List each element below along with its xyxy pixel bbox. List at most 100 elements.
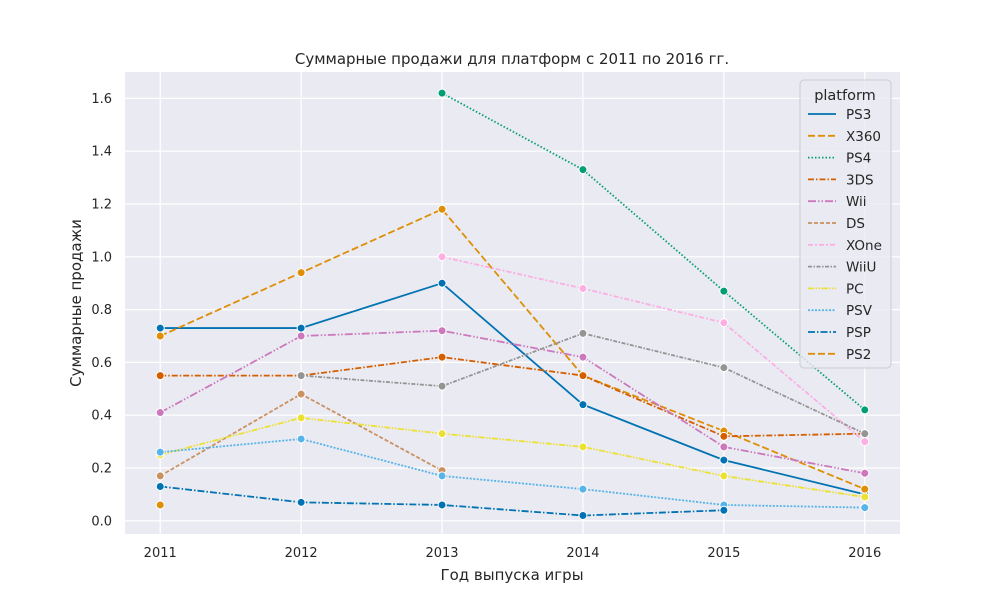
data-point-wii [155,408,165,418]
data-point-3ds [719,431,729,441]
legend-label-ds: DS [846,216,865,232]
data-point-psp [578,511,588,521]
series-ps3 [155,278,870,499]
data-point-psv [437,471,447,481]
data-point-x360 [437,204,447,214]
legend-label-3ds: 3DS [846,172,874,188]
data-point-psp [437,500,447,510]
data-point-psp [719,505,729,515]
series-line-xone [441,255,866,443]
data-point-xone [437,252,447,262]
data-point-ps3 [437,278,447,288]
y-tick-label: 0.2 [91,462,112,477]
data-point-pc [578,442,588,452]
x-tick-label: 2012 [285,546,318,561]
data-point-wii [437,326,447,336]
legend-label-ps4: PS4 [846,151,871,167]
data-point-wiiu [296,371,306,381]
y-tick-label: 1.2 [91,198,112,213]
legend-items: PS3 X360 PS4 3DS Wii DS XOne WiiU PC PSV PSP PS2 [808,107,882,363]
data-point-pc [437,429,447,439]
data-point-wiiu [437,381,447,391]
data-point-ps2 [155,500,165,510]
data-point-wiiu [578,328,588,338]
y-tick-label: 0.6 [91,356,112,371]
series-wiiu [296,328,870,439]
x-tick-label: 2015 [707,546,740,561]
legend-label-wiiu: WiiU [846,260,876,276]
data-point-3ds [155,371,165,381]
legend: platform PS3 X360 PS4 3DS Wii DS XOne WiiU PC PSV… [799,79,892,369]
data-point-psp [296,497,306,507]
legend-label-ps3: PS3 [846,107,871,123]
series-layer [155,88,870,521]
data-point-ps3 [296,323,306,333]
x-tick-label: 2011 [144,546,177,561]
data-point-xone [719,318,729,328]
data-point-wiiu [860,429,870,439]
data-point-psp [155,481,165,491]
legend-label-ps2: PS2 [846,347,871,363]
series-wii [155,326,870,478]
y-tick-label: 0.0 [91,514,112,529]
y-tick-label: 1.0 [91,250,112,265]
legend-box [799,79,892,369]
legend-title: platform [814,88,876,104]
series-xone [437,252,870,447]
series-line-psv [160,438,865,509]
data-point-ds [155,471,165,481]
data-point-ps4 [437,88,447,98]
data-point-ps4 [719,286,729,296]
legend-label-x360: X360 [846,129,881,145]
data-point-ps3 [155,323,165,333]
legend-label-psv: PSV [846,303,873,319]
series-line-ps4 [441,92,866,411]
y-tick-labels: 0.0 0.2 0.4 0.6 0.8 1.0 1.2 1.4 1.6 [91,92,112,529]
series-psv [155,434,870,513]
data-point-wii [860,468,870,478]
series-line-wii [159,329,865,475]
series-line-3ds [160,356,865,438]
data-point-3ds [578,371,588,381]
x-tick-label: 2014 [566,546,599,561]
data-point-psv [860,503,870,513]
data-point-wii [296,331,306,341]
data-point-ds [296,389,306,399]
legend-label-psp: PSP [846,325,871,341]
data-point-psv [155,447,165,457]
data-point-x360 [155,331,165,341]
data-point-wii [578,352,588,362]
data-point-wii [719,442,729,452]
x-tick-labels: 2011 2012 2013 2014 2015 2016 [144,546,882,561]
legend-label-pc: PC [846,281,864,297]
y-tick-label: 0.4 [91,409,112,424]
series-ps4 [437,88,870,415]
data-point-ps3 [578,400,588,410]
x-tick-label: 2016 [848,546,881,561]
y-tick-label: 0.8 [91,303,112,318]
plot-background [125,72,900,534]
data-point-psv [578,484,588,494]
series-line-ps3 [160,282,865,496]
series-psp [155,481,729,521]
data-point-pc [860,492,870,502]
data-point-pc [296,413,306,423]
data-point-xone [578,283,588,293]
data-point-psv [296,434,306,444]
legend-label-wii: Wii [846,194,867,210]
data-point-ps4 [860,405,870,415]
data-point-3ds [437,352,447,362]
y-axis-label: Суммарные продажи [67,219,85,387]
data-point-x360 [860,484,870,494]
data-point-ps4 [578,165,588,175]
series-line-pc [159,416,865,498]
data-point-xone [860,437,870,447]
data-point-x360 [296,268,306,278]
series-ps2 [155,500,165,510]
legend-label-xone: XOne [846,238,882,254]
y-tick-label: 1.4 [91,145,112,160]
x-axis-label: Год выпуска игры [440,566,583,584]
series-line-x360 [159,208,866,490]
chart-title: Суммарные продажи для платформ с 2011 по… [295,50,729,68]
